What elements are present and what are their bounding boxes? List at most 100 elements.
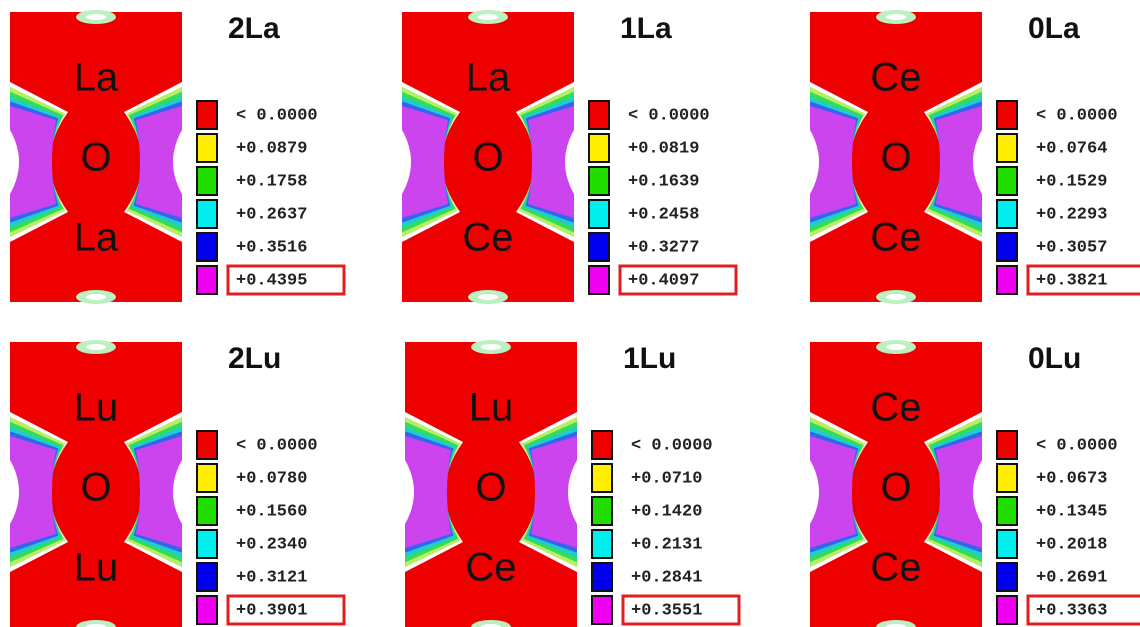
- contour-core: [973, 460, 982, 524]
- legend-label: +0.1529: [1036, 172, 1107, 191]
- contour-map: Lu O Ce: [405, 340, 577, 627]
- contour-band: [528, 106, 574, 218]
- contour-blob: [86, 294, 106, 300]
- legend-swatch: [996, 430, 1018, 460]
- contour-side: [402, 82, 460, 242]
- panel-title: 1La: [620, 12, 672, 45]
- atom-label: O: [80, 466, 111, 510]
- contour-core: [10, 130, 19, 194]
- contour-map: Ce O Ce: [810, 10, 982, 304]
- contour-blob: [86, 344, 106, 350]
- legend-label: +0.3057: [1036, 238, 1107, 257]
- contour-blob: [478, 294, 498, 300]
- contour-core: [10, 460, 19, 524]
- legend-swatch: [591, 430, 613, 460]
- legend-label: +0.2458: [628, 205, 699, 224]
- atom-label: O: [475, 466, 506, 510]
- legend-swatch: [196, 100, 218, 130]
- legend-label: +0.0819: [628, 139, 699, 158]
- atom-label: O: [880, 466, 911, 510]
- contour-blob: [478, 14, 498, 20]
- legend-swatch: [996, 166, 1018, 196]
- atom-label: O: [880, 136, 911, 180]
- legend-swatch: [591, 595, 613, 625]
- contour-core: [405, 460, 414, 524]
- legend-swatch: [591, 529, 613, 559]
- contour-side: [519, 412, 577, 572]
- atom-label: Ce: [870, 56, 921, 100]
- legend-label: < 0.0000: [236, 436, 318, 455]
- legend-swatch: [588, 199, 610, 229]
- contour-side: [10, 412, 68, 572]
- highlight-box: [226, 264, 346, 296]
- contour-blob: [886, 624, 906, 627]
- contour-map: Lu O Lu: [10, 340, 182, 627]
- panel-title: 2La: [228, 12, 280, 45]
- contour-side: [924, 82, 982, 242]
- legend-label: +0.0780: [236, 469, 307, 488]
- contour-band: [936, 106, 982, 218]
- legend-label: +0.1560: [236, 502, 307, 521]
- panel: La O La 2La < 0.0000 +0.0879 +0.1758 +0.2637 +0.…: [10, 10, 346, 304]
- panel: Lu O Ce 1Lu < 0.0000 +0.0710 +0.1420 +0.2131 +0.…: [405, 340, 741, 627]
- contour-blob: [86, 624, 106, 627]
- legend-swatch: [996, 232, 1018, 262]
- atom-label: Ce: [465, 546, 516, 590]
- legend-swatch: [996, 463, 1018, 493]
- highlight-box: [621, 594, 741, 626]
- atom-label: O: [472, 136, 503, 180]
- contour-core: [568, 460, 577, 524]
- atom-label: Ce: [462, 216, 513, 260]
- legend-swatch: [996, 199, 1018, 229]
- legend-label: < 0.0000: [1036, 436, 1118, 455]
- atom-label: La: [74, 56, 119, 100]
- legend-swatch: [591, 463, 613, 493]
- contour-side: [924, 412, 982, 572]
- legend-label: +0.0764: [1036, 139, 1107, 158]
- contour-blob: [471, 620, 511, 627]
- atom-label: La: [466, 56, 511, 100]
- panel-title: 0La: [1028, 12, 1080, 45]
- legend-swatch: [196, 265, 218, 295]
- contour-core: [402, 130, 411, 194]
- legend-swatch: [196, 463, 218, 493]
- contour-side: [124, 82, 182, 242]
- legend-label: +0.2340: [236, 535, 307, 554]
- contour-core: [973, 130, 982, 194]
- legend-swatch: [996, 100, 1018, 130]
- legend-swatch: [196, 232, 218, 262]
- contour-map: La O La: [10, 10, 182, 304]
- panel-title: 2Lu: [228, 342, 281, 375]
- atom-label: Lu: [469, 386, 514, 430]
- contour-core: [810, 460, 819, 524]
- contour-band: [10, 106, 56, 218]
- atom-label: Ce: [870, 386, 921, 430]
- legend-label: +0.3901: [236, 601, 307, 620]
- legend-swatch: [196, 496, 218, 526]
- contour-band: [531, 436, 577, 548]
- contour-blob: [886, 344, 906, 350]
- contour-core: [173, 130, 182, 194]
- legend-label: +0.3821: [1036, 271, 1107, 290]
- highlight-box: [1026, 264, 1140, 296]
- panel: Ce O Ce 0Lu < 0.0000 +0.0673 +0.1345 +0.2018 +0.…: [810, 340, 1140, 627]
- legend-swatch: [996, 562, 1018, 592]
- legend-swatch: [996, 529, 1018, 559]
- legend-label: +0.0673: [1036, 469, 1107, 488]
- highlight-box: [1026, 594, 1140, 626]
- atom-label: Ce: [870, 216, 921, 260]
- legend-swatch: [996, 265, 1018, 295]
- contour-core: [173, 460, 182, 524]
- legend-swatch: [996, 496, 1018, 526]
- contour-blob: [886, 294, 906, 300]
- legend-swatch: [196, 199, 218, 229]
- legend-swatch: [196, 166, 218, 196]
- legend-swatch: [588, 265, 610, 295]
- legend-swatch: [196, 562, 218, 592]
- contour-blob: [86, 14, 106, 20]
- legend-label: +0.1758: [236, 172, 307, 191]
- contour-blob: [481, 344, 501, 350]
- panel: Lu O Lu 2Lu < 0.0000 +0.0780 +0.1560 +0.2340 +0.…: [10, 340, 346, 627]
- panel-title: 1Lu: [623, 342, 676, 375]
